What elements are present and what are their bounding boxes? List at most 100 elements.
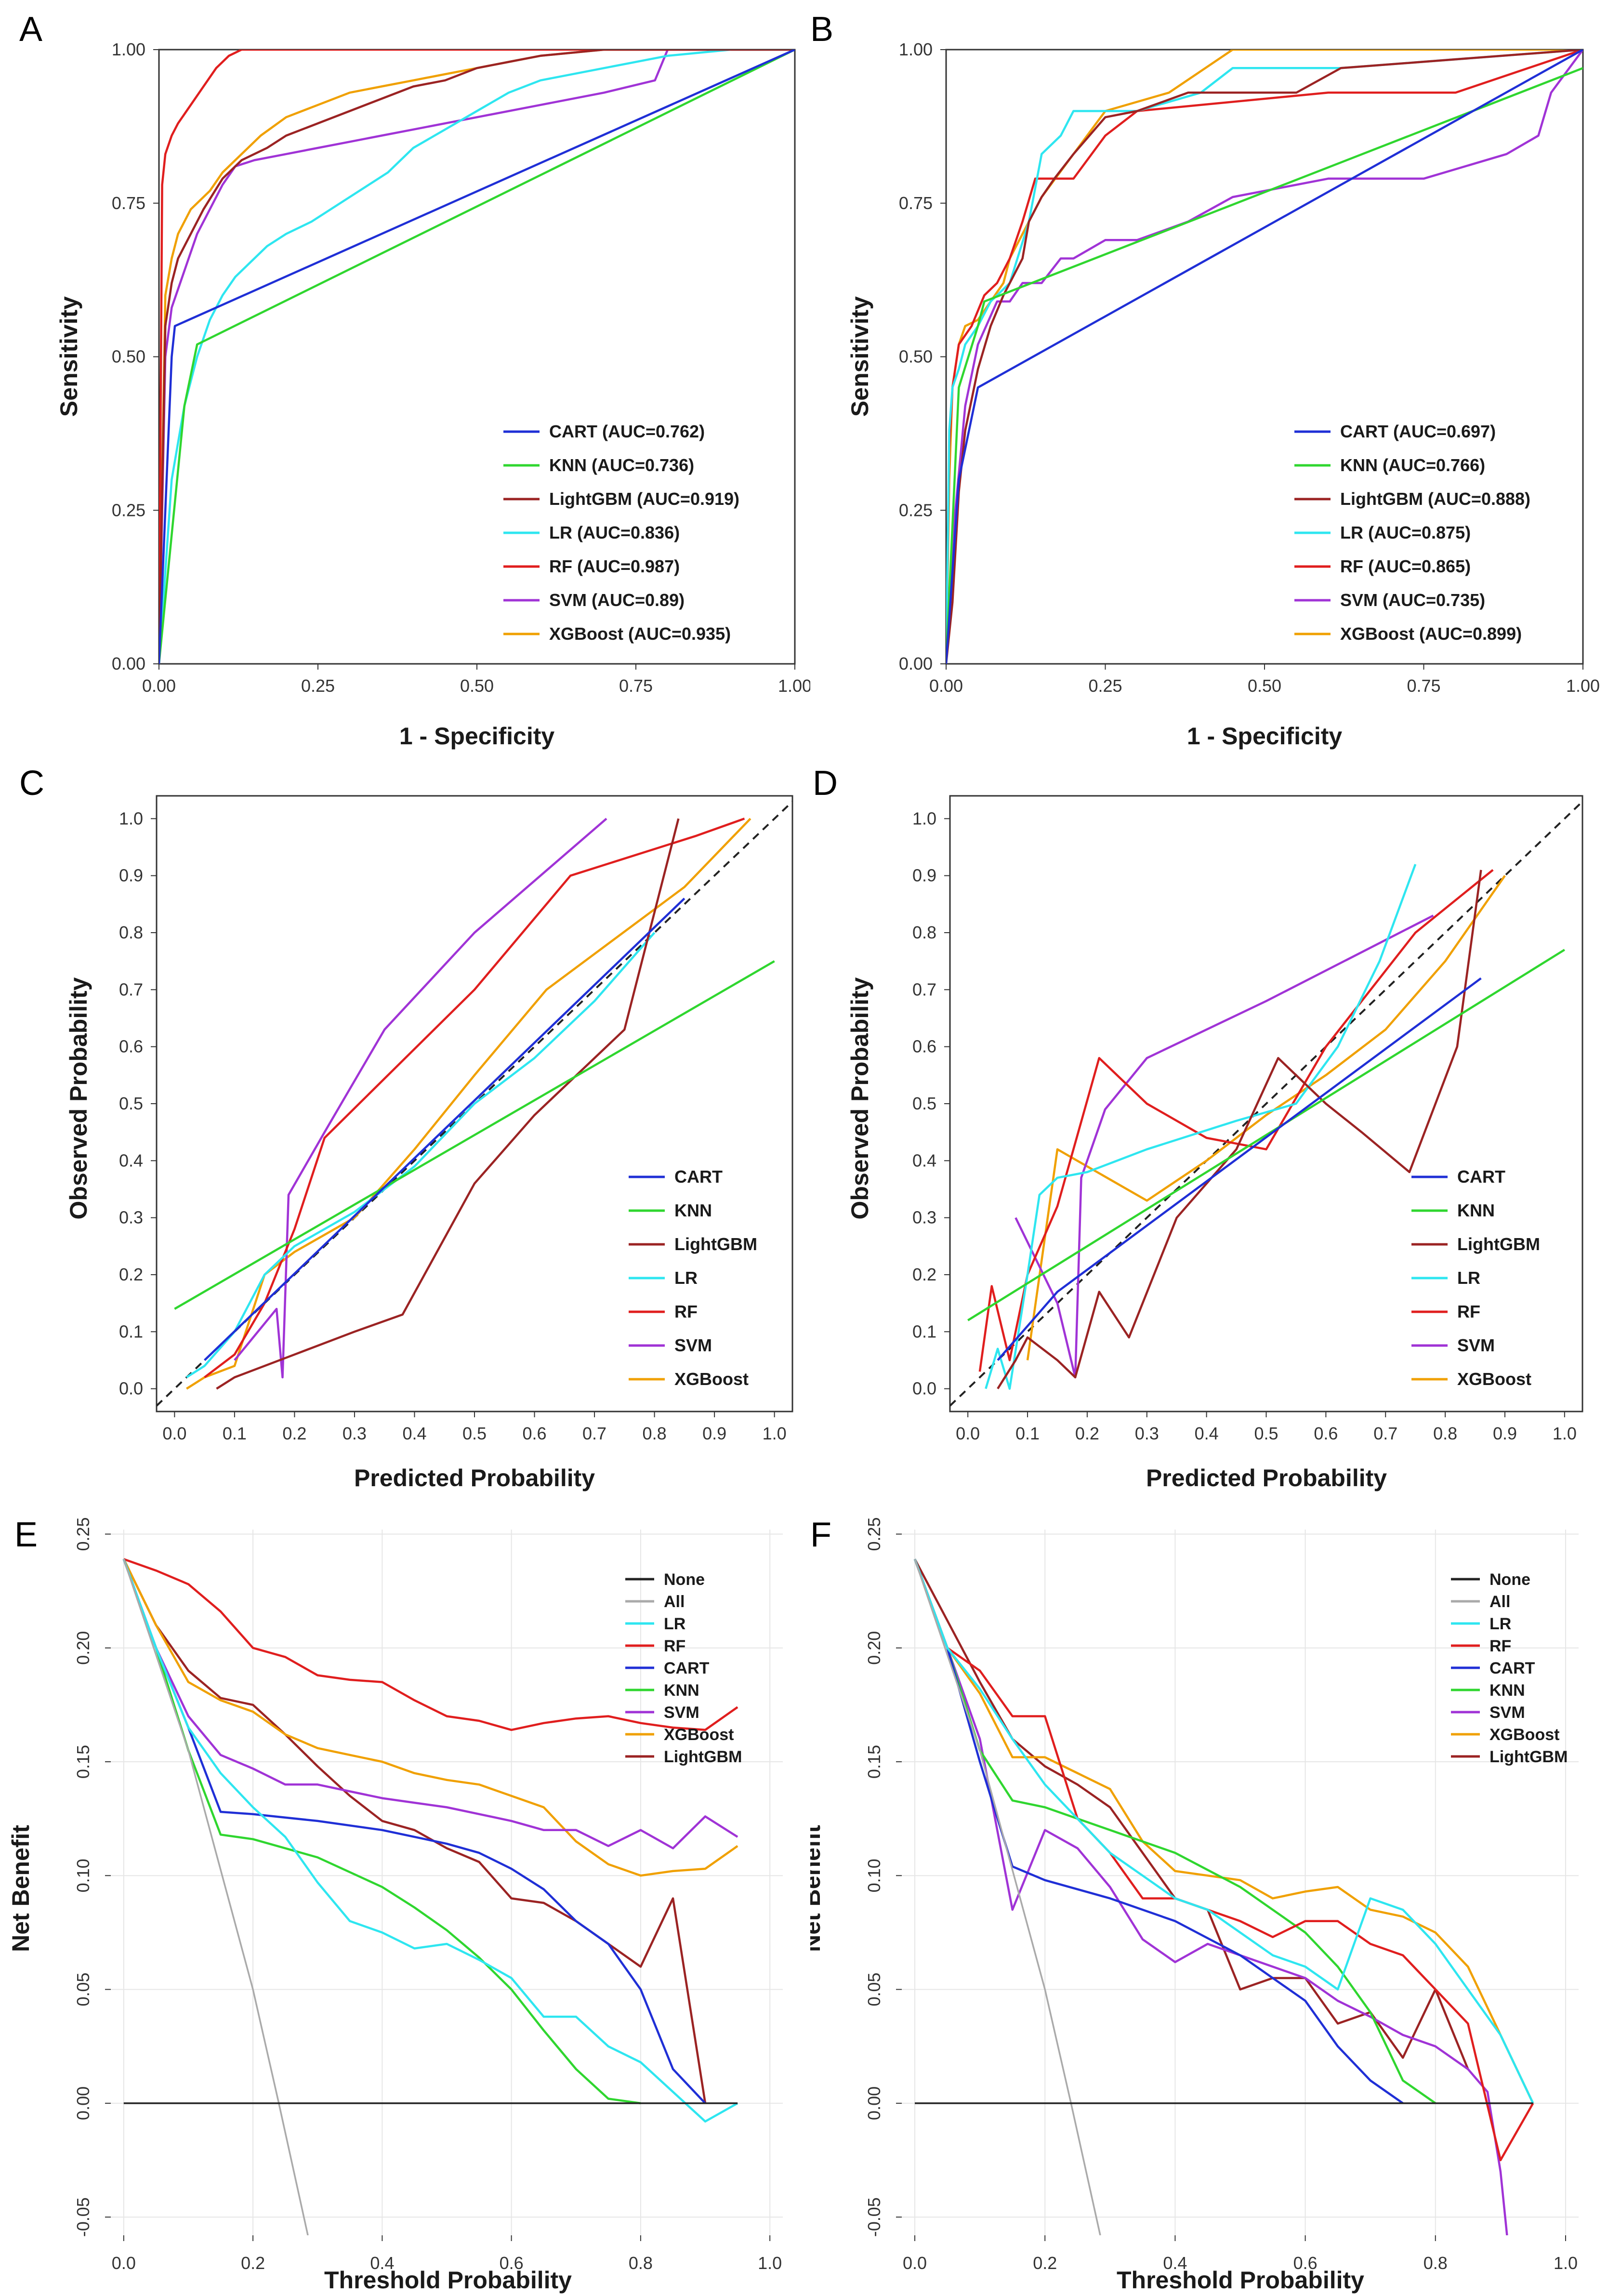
x-tick-label: 0.8 [1423,2253,1448,2273]
y-tick-label: 0.10 [864,1859,884,1892]
panel-label-e: E [14,1516,38,1554]
x-axis-title: Threshold Probability [1117,2267,1364,2294]
x-tick-label: 0.7 [582,1424,606,1443]
y-tick-label: 0.00 [899,654,933,673]
y-tick-label: 0.9 [119,866,143,885]
y-tick-label: 0.4 [119,1150,143,1170]
x-tick-label: 0.9 [702,1424,726,1443]
x-tick-label: 0.50 [1248,676,1281,696]
series-line-all [914,1558,1101,2235]
y-tick-label: 0.7 [912,979,936,999]
roc-train-panel: A 0.00 0.25 0.50 0.75 1.00 0.00 0.25 0.50 0.75 1.0… [0,0,810,752]
chart-c: C 0.0 0.1 0.2 0.3 0.4 0.5 0.6 0.7 0.8 0.9 1.0 0.0 0.1… [19,764,793,1491]
x-tick-label: 0.7 [1373,1424,1397,1443]
x-tick-label: 0.5 [462,1424,487,1443]
y-tick-label: 0.0 [912,1379,936,1399]
calibration-train-panel: C 0.0 0.1 0.2 0.3 0.4 0.5 0.6 0.7 0.8 0.9 1.0 0.0 0.1… [0,752,810,1503]
legend-label-xgboost: XGBoost (AUC=0.935) [549,624,731,644]
legend-label-lightgbm: LightGBM [664,1748,742,1766]
x-tick-label: 0.3 [1135,1424,1159,1443]
series-line-lightgbm [997,870,1482,1389]
legend-label-cart: CART (AUC=0.697) [1340,422,1496,441]
y-tick-label: 0.20 [73,1631,93,1665]
plot-frame [945,49,1584,665]
series-line-lr [946,50,1583,664]
legend-label-knn: KNN (AUC=0.766) [1340,455,1485,475]
legend-label-rf: RF (AUC=0.987) [549,556,680,576]
y-tick-label: 0.75 [112,193,145,213]
legend-label-all: All [1489,1593,1510,1611]
legend-label-rf: RF [674,1302,698,1321]
x-tick-label: 0.8 [643,1424,667,1443]
y-tick-label: 0.00 [112,654,145,673]
panel-label-a: A [19,10,42,49]
series-line-lr [159,50,795,664]
series-line-cart [122,1558,706,2104]
y-tick-label: 0.6 [119,1037,143,1056]
x-tick-label: 0.4 [1163,2253,1187,2273]
roc-test-panel: B 0.00 0.25 0.50 0.75 1.00 0.00 0.25 0.50 0.75 1.0… [810,0,1621,752]
chart-a: A 0.00 0.25 0.50 0.75 1.00 0.00 0.25 0.50 0.75 1.0… [19,10,810,750]
panel-label-c: C [19,764,44,803]
legend-label-svm: SVM [1489,1703,1525,1722]
y-tick-label: 0.25 [112,500,145,520]
y-tick-label: 0.00 [73,2086,93,2120]
y-tick-label: 0.10 [73,1859,93,1892]
x-tick-label: 0.4 [402,1424,426,1443]
y-axis-title: Net Benefit [7,1825,34,1952]
series-line-cart [913,1558,1404,2104]
legend-label-xgboost: XGBoost [1489,1726,1559,1744]
chart-b-svg: B 0.00 0.25 0.50 0.75 1.00 0.00 0.25 0.50 0.75 1.0… [810,10,1600,750]
legend-label-lightgbm: LightGBM [674,1234,757,1254]
x-tick-label: 1.0 [758,2253,782,2273]
y-tick-label: -0.05 [73,2197,93,2237]
legend-label-lightgbm: LightGBM (AUC=0.919) [549,489,739,509]
legend-label-svm: SVM (AUC=0.89) [549,590,685,610]
legend-label-lr: LR [664,1615,685,1633]
legend-label-rf: RF (AUC=0.865) [1340,556,1471,576]
y-tick-label: 0.00 [864,2086,884,2120]
x-tick-label: 1.0 [763,1424,787,1443]
series-line-xgboost [946,50,1583,664]
y-axis-title: Observed Probability [846,977,873,1219]
y-tick-label: 0.9 [912,866,936,885]
x-axis-title: 1 - Specificity [399,723,555,750]
legend-label-xgboost: XGBoost (AUC=0.899) [1340,624,1522,644]
reference-diagonal [950,801,1582,1407]
legend-label-lr: LR [1489,1615,1511,1633]
chart-e: E 0.0 0.2 0.4 0.6 0.8 1.0 -0.05 0.00 0.05 0.10 0.15… [7,1516,783,2294]
x-tick-label: 0.6 [1314,1424,1338,1443]
x-tick-label: 0.0 [162,1424,186,1443]
series-line-lr [913,1558,1534,2104]
legend-label-rf: RF [1489,1637,1511,1655]
y-tick-label: 0.2 [912,1265,936,1284]
x-axis-title: 1 - Specificity [1187,723,1343,750]
x-tick-label: 0.2 [1033,2253,1057,2273]
y-tick-label: 0.75 [899,193,933,213]
series-line-rf [159,50,795,664]
legend-label-knn: KNN [1457,1201,1495,1220]
legend-label-cart: CART [664,1659,710,1677]
legend-label-knn: KNN (AUC=0.736) [549,455,694,475]
x-tick-label: 0.25 [301,676,335,696]
legend-label-svm: SVM [664,1703,699,1722]
x-tick-label: 0.3 [343,1424,367,1443]
legend-label-lr: LR [1457,1268,1480,1288]
series-line-rf [978,869,1494,1372]
y-tick-label: -0.05 [864,2197,884,2237]
series-line-cart [159,50,795,664]
y-axis-title: Sensitivity [846,296,873,417]
series-line-rf [204,818,745,1378]
series-line-svm [122,1558,738,1849]
series-line-rf [946,50,1583,664]
legend-label-svm: SVM (AUC=0.735) [1340,590,1485,610]
x-tick-label: 0.50 [460,676,494,696]
series-line-lr [985,864,1417,1390]
legend-label-all: All [664,1593,685,1611]
x-tick-label: 1.00 [1566,676,1600,696]
y-tick-label: 0.50 [112,347,145,367]
x-tick-label: 0.8 [1433,1424,1457,1443]
series-line-lightgbm [159,50,795,664]
series-layer [950,801,1582,1407]
legend-label-cart: CART (AUC=0.762) [549,422,705,441]
